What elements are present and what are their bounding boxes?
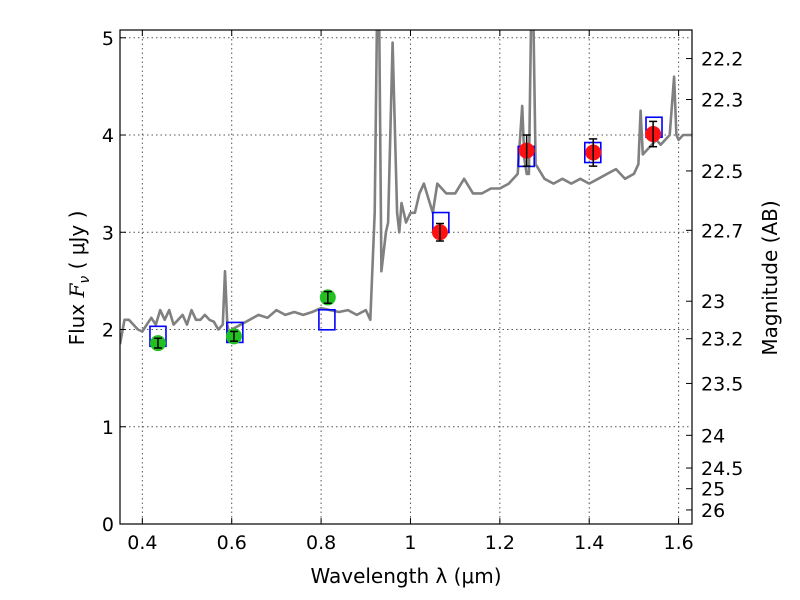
x-tick-label: 0.8 [306,532,336,554]
mag-tick-label: 23.2 [701,329,743,351]
y-tick-label: 2 [102,320,114,342]
x-axis-label: Wavelength λ (μm) [310,564,501,588]
y-tick-label: 5 [102,28,114,50]
x-tick-label: 0.6 [217,532,247,554]
y2-axis-label: Magnitude (AB) [758,200,782,355]
mag-tick-label: 26 [701,500,725,522]
x-tick-label: 1.2 [485,532,515,554]
x-tick-label: 1 [404,532,416,554]
x-tick-label: 1.6 [663,532,693,554]
y-axis-label: Flux Fν ( μJy ) [65,211,93,346]
y-axis-label-sub: ν [77,276,93,284]
y-axis-label-post: ( μJy ) [65,211,89,276]
plot-frame [119,29,693,525]
mag-tick-label: 24.5 [701,458,743,480]
mag-tick-label: 23.5 [701,373,743,395]
x-tick-label: 1.4 [574,532,604,554]
grid-lines [120,30,692,525]
mag-tick-label: 23 [701,291,725,313]
y-axis-label-var: F [65,282,89,298]
y-tick-label: 0 [102,514,114,536]
mag-tick-label: 25 [701,479,725,501]
model-box [318,308,336,331]
mag-tick-label: 22.3 [701,90,743,112]
spectrum-line [120,30,692,345]
y-tick-label: 4 [102,125,114,147]
mag-tick-label: 22.2 [701,49,743,71]
x-tick-label: 0.4 [127,532,157,554]
y-tick-label: 1 [102,417,114,439]
y-tick-label: 3 [102,222,114,244]
y-axis-label-pre: Flux [65,297,89,345]
mag-tick-label: 22.7 [701,220,743,242]
axis-ticks: 0.4 0.6 0.8 1 1.2 1.4 1.601234522.222.322.522.… [102,28,743,554]
plot-data [120,30,692,352]
mag-tick-label: 24 [701,425,725,447]
mag-tick-label: 22.5 [701,161,743,183]
